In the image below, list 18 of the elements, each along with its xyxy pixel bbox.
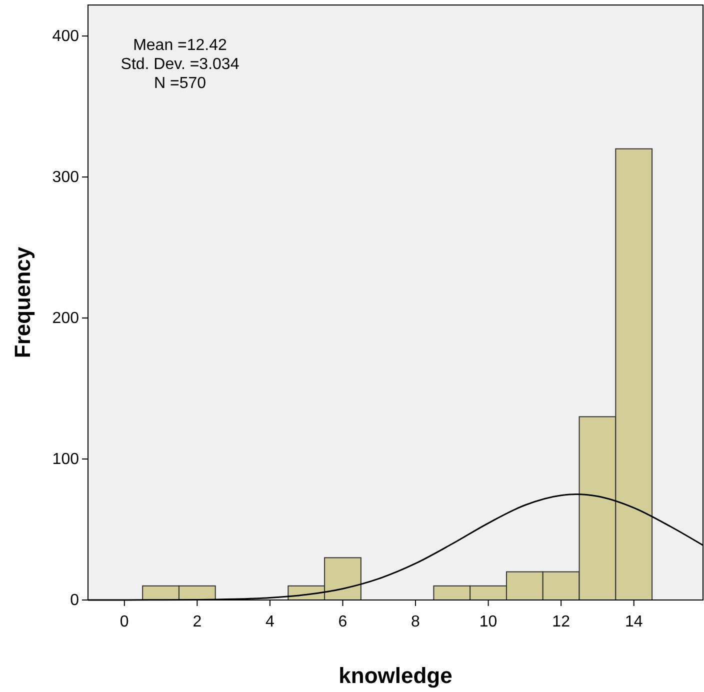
x-tick-label: 4 bbox=[266, 614, 274, 631]
annotation: N =570 bbox=[154, 75, 206, 92]
x-tick-label: 0 bbox=[120, 614, 129, 631]
x-axis-title: knowledge bbox=[338, 663, 452, 688]
y-tick-label: 300 bbox=[52, 169, 80, 186]
x-tick-label: 2 bbox=[192, 614, 202, 631]
x-tick-label: 10 bbox=[479, 614, 498, 631]
x-tick-label: 8 bbox=[411, 614, 420, 631]
annotation: Std. Dev. =3.034 bbox=[120, 56, 240, 73]
y-tick-label: 0 bbox=[70, 592, 80, 610]
x-tick-label: 12 bbox=[552, 614, 570, 631]
y-tick-label: 200 bbox=[52, 310, 80, 328]
annotation: Mean =12.42 bbox=[133, 37, 228, 54]
x-tick-label: 14 bbox=[624, 614, 643, 631]
y-tick-label: 400 bbox=[52, 28, 80, 46]
y-axis-title: Frequency bbox=[10, 246, 35, 358]
x-tick-label: 6 bbox=[338, 614, 348, 631]
y-tick-label: 100 bbox=[52, 451, 80, 468]
